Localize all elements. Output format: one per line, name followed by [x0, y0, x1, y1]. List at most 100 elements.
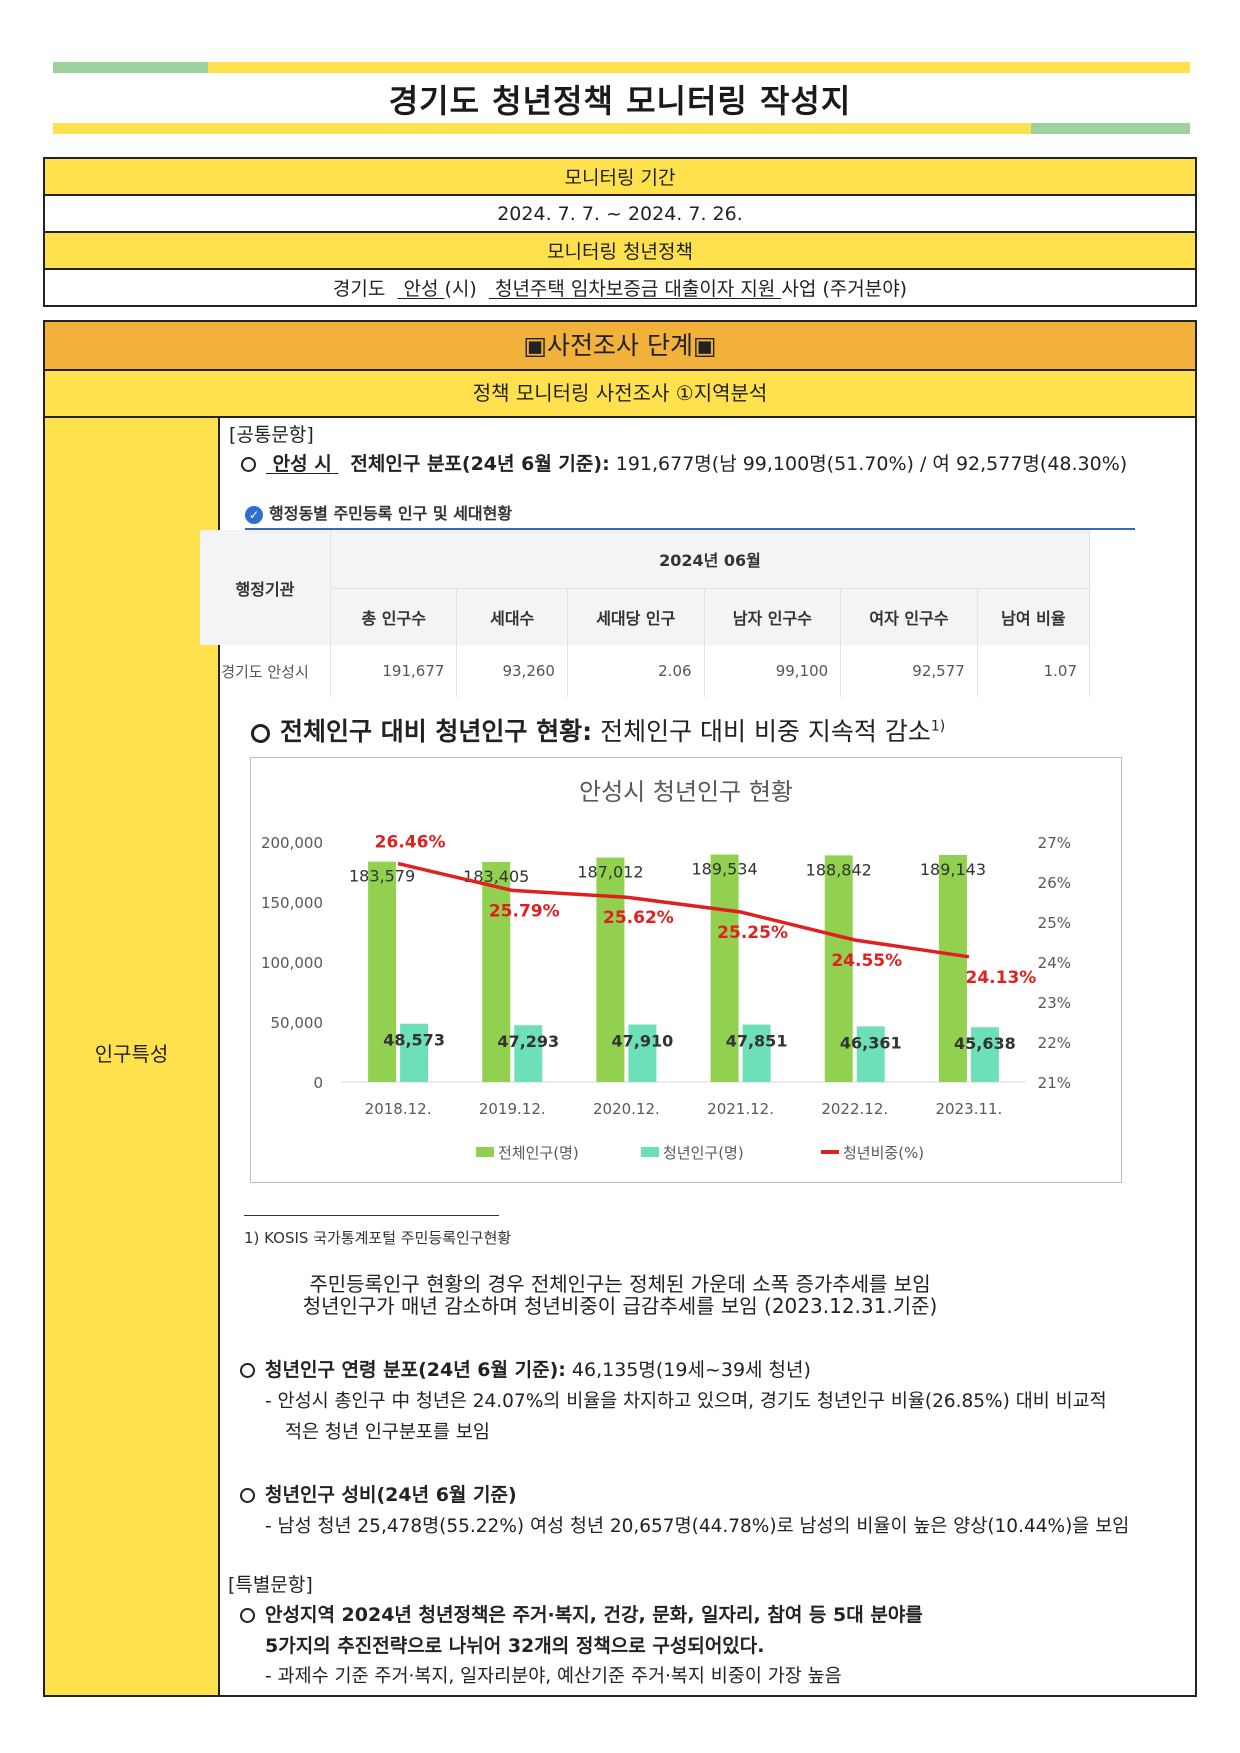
policy-label: 모니터링 청년정책: [43, 231, 1197, 270]
youth-ratio-label: 25.62%: [603, 908, 674, 928]
legend-swatch: [476, 1147, 494, 1157]
monitoring-header-table: 모니터링 기간 2024. 7. 7. ~ 2024. 7. 26. 모니터링 …: [43, 157, 1197, 307]
period-value: 2024. 7. 7. ~ 2024. 7. 26.: [43, 194, 1197, 233]
legend-label: 청년인구(명): [663, 1144, 744, 1162]
table-top-rule: [245, 528, 1135, 530]
table-cell: 92,577: [840, 645, 978, 697]
item3-label: 청년인구 연령 분포(24년 6월 기준):: [265, 1359, 566, 1381]
table-row-name: 경기도 안성시: [200, 645, 331, 697]
col-group-header: 행정기관: [200, 530, 331, 645]
table-header-cell: 남자 인구수: [704, 588, 842, 645]
page-title: 경기도 청년정책 모니터링 작성지: [388, 82, 852, 120]
total-population-bar: [938, 855, 967, 1082]
x-tick-label: 2018.12.: [365, 1100, 432, 1118]
total-population-label: 187,012: [577, 863, 643, 882]
bullet-circle-icon: [240, 1363, 255, 1378]
y2-tick-label: 21%: [1038, 1074, 1071, 1092]
table-header-cell: 총 인구수: [330, 588, 458, 645]
total-population-bar: [482, 861, 511, 1082]
youth-ratio-label: 24.55%: [831, 951, 902, 971]
youth-population-bar: [970, 1027, 999, 1082]
youth-ratio-heading: 전체인구 대비 청년인구 현황: 전체인구 대비 비중 지속적 감소1): [251, 712, 945, 748]
table-cell: 1.07: [977, 645, 1091, 697]
y2-tick-label: 26%: [1038, 874, 1071, 892]
y-tick-label: 50,000: [271, 1014, 324, 1032]
summary-line-1: 주민등록인구 현황의 경우 전체인구는 정체된 가운데 소폭 증가추세를 보임: [309, 1272, 931, 1296]
stage-subtitle: 정책 모니터링 사전조사 ①지역분석: [45, 371, 1195, 418]
youth-ratio-label: 25.25%: [717, 923, 788, 943]
top-band-green: [53, 62, 208, 73]
section2-label: 전체인구 대비 청년인구 현황:: [280, 717, 593, 746]
youth-ratio-label: 25.79%: [489, 901, 560, 921]
total-population-label: 189,143: [920, 860, 986, 879]
youth-ratio-label: 26.46%: [375, 833, 446, 853]
youth-population-bar: [856, 1026, 885, 1082]
item1-city: 안성 시: [272, 453, 332, 475]
table-caption: ✓ 행정동별 주민등록 인구 및 세대현황: [245, 500, 512, 524]
total-population-label: 183,405: [463, 867, 529, 886]
policy-city: 안성: [403, 278, 439, 300]
youth-population-label: 48,573: [383, 1031, 445, 1050]
table-header-cell: 여자 인구수: [840, 588, 978, 645]
youth-population-bar: [514, 1025, 543, 1082]
bottom-band-yellow: [53, 123, 1031, 134]
category-label: 인구특성: [94, 1042, 169, 1066]
footnote-rule: [244, 1215, 499, 1216]
total-population-bar: [368, 861, 397, 1082]
item3-value: 46,135명(19세~39세 청년): [571, 1359, 811, 1381]
footnote: 1) KOSIS 국가통계포털 주민등록인구현황: [244, 1229, 512, 1247]
y2-tick-label: 23%: [1038, 994, 1071, 1012]
youth-population-chart: 안성시 청년인구 현황 200,000 150,000 100,000 50,000 0 2…: [250, 757, 1122, 1183]
total-population-bar: [710, 854, 739, 1082]
common-heading: [공통문항]: [229, 424, 314, 446]
sex-ratio-item: 청년인구 성비(24년 6월 기준): [240, 1480, 517, 1507]
table-header-cell: 남여 비율: [977, 588, 1091, 645]
bullet-circle-icon: [240, 1488, 255, 1503]
check-circle-icon: ✓: [245, 505, 263, 524]
research-box: ▣사전조사 단계▣ 정책 모니터링 사전조사 ①지역분석 인구특성 [공통문항]…: [43, 320, 1197, 1697]
policy-suffix: 사업 (주거분야): [781, 278, 908, 300]
x-tick-label: 2023.11.: [936, 1100, 1003, 1118]
y2-tick-label: 22%: [1038, 1034, 1071, 1052]
total-population-label: 189,534: [691, 860, 757, 879]
population-table: 행정기관 2024년 06월 총 인구수 세대수 세대당 인구 남자 인구수 여자 인구…: [200, 530, 1091, 697]
x-tick-label: 2020.12.: [593, 1100, 660, 1118]
item1-label: 전체인구 분포(24년 6월 기준):: [350, 453, 610, 475]
top-band-yellow: [208, 62, 1190, 73]
period-header: 2024년 06월: [330, 530, 1090, 589]
bullet-circle-icon: [240, 1608, 255, 1623]
legend-swatch: [641, 1147, 659, 1157]
total-population-label: 183,579: [349, 867, 415, 886]
x-tick-label: 2021.12.: [707, 1100, 774, 1118]
total-population-bar: [824, 855, 853, 1082]
section2-text: 전체인구 대비 비중 지속적 감소: [600, 717, 931, 746]
y-tick-label: 200,000: [261, 834, 323, 852]
item3-detail-1: - 안성시 총인구 中 청년은 24.07%의 비율을 차지하고 있으며, 경기…: [265, 1391, 1107, 1412]
y2-tick-label: 24%: [1038, 954, 1071, 972]
youth-population-bar: [628, 1024, 657, 1082]
special-heading: [특별문항]: [228, 1574, 313, 1596]
table-cell: 2.06: [567, 645, 705, 697]
item4-detail: - 남성 청년 25,478명(55.22%) 여성 청년 20,657명(44…: [265, 1516, 1130, 1537]
chart-svg: 안성시 청년인구 현황 200,000 150,000 100,000 50,000 0 2…: [261, 778, 1071, 1162]
table-cell: 93,260: [456, 645, 568, 697]
youth-population-bar: [742, 1024, 771, 1082]
summary-line-2: 청년인구가 매년 감소하며 청년비중이 급감추세를 보임 (2023.12.31…: [302, 1294, 938, 1318]
total-population-label: 188,842: [806, 860, 872, 879]
youth-population-label: 47,910: [612, 1032, 674, 1051]
bullet-circle-icon: [251, 723, 270, 743]
item4-label: 청년인구 성비(24년 6월 기준): [265, 1484, 517, 1506]
youth-population-bar: [400, 1023, 429, 1082]
age-distribution-item: 청년인구 연령 분포(24년 6월 기준): 46,135명(19세~39세 청…: [240, 1355, 811, 1382]
youth-ratio-label: 24.13%: [966, 968, 1037, 988]
population-item: 안성 시 전체인구 분포(24년 6월 기준): 191,677명(남 99,1…: [241, 449, 1127, 476]
bullet-circle-icon: [241, 457, 256, 472]
table-header-cell: 세대당 인구: [567, 588, 705, 645]
policy-city-unit: (시): [444, 278, 477, 300]
policy-name: 청년주택 임차보증금 대출이자 지원: [494, 278, 776, 300]
policy-value: 경기도 안성 (시) 청년주택 임차보증금 대출이자 지원 사업 (주거분야): [43, 268, 1197, 307]
y-tick-label: 100,000: [261, 954, 323, 972]
youth-population-label: 45,638: [954, 1034, 1016, 1053]
table-cell: 191,677: [330, 645, 458, 697]
legend-label: 청년비중(%): [843, 1144, 924, 1162]
